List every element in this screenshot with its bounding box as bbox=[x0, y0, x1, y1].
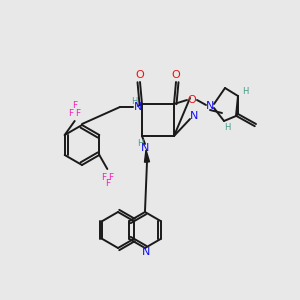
Text: F: F bbox=[105, 179, 110, 188]
Text: H: H bbox=[131, 98, 137, 106]
Polygon shape bbox=[145, 150, 149, 162]
Text: O: O bbox=[136, 70, 144, 80]
Text: N: N bbox=[190, 111, 198, 121]
Text: N: N bbox=[141, 143, 149, 153]
Text: F: F bbox=[108, 172, 113, 182]
Text: H: H bbox=[224, 122, 230, 131]
Text: F: F bbox=[101, 172, 106, 182]
Text: H: H bbox=[242, 88, 248, 97]
Text: F: F bbox=[75, 109, 80, 118]
Text: O: O bbox=[172, 70, 180, 80]
Text: O: O bbox=[188, 95, 196, 105]
Text: H: H bbox=[137, 139, 143, 148]
Text: F: F bbox=[72, 101, 77, 110]
Text: N: N bbox=[134, 102, 142, 112]
Text: N: N bbox=[206, 101, 214, 111]
Text: F: F bbox=[68, 109, 73, 118]
Text: N: N bbox=[142, 247, 150, 257]
